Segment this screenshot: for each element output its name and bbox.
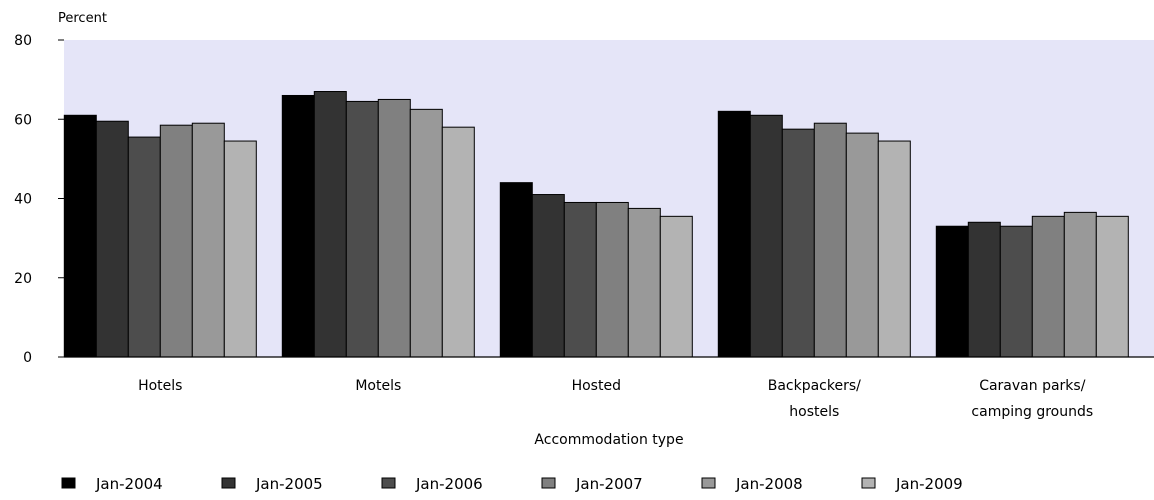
y-axis-label: Percent xyxy=(58,11,107,26)
bar-4-3 xyxy=(781,128,815,358)
axes-group: 0 20 40 60 80 xyxy=(14,33,1154,366)
bar-1-1 xyxy=(63,114,97,358)
y-tick-label: 40 xyxy=(14,192,32,208)
category-label: Backpackers/ xyxy=(768,378,861,394)
bar-2-2 xyxy=(313,91,347,358)
bar-4-4 xyxy=(813,122,847,358)
legend-label: Jan-2004 xyxy=(95,475,163,493)
legend-swatch xyxy=(701,477,716,489)
legend: Jan-2004 Jan-2005 Jan-2006 Jan-2007 Jan-2008… xyxy=(61,475,963,493)
bar-3-1 xyxy=(499,182,533,358)
bars-group: Hotels Motels Hosted Backpackers/hostels Car… xyxy=(63,91,1129,420)
bar-4-5 xyxy=(845,132,879,358)
bar-1-5 xyxy=(191,122,225,358)
legend-label: Jan-2008 xyxy=(735,475,803,493)
bar-2-1 xyxy=(281,94,315,358)
bar-5-2 xyxy=(967,221,1001,358)
legend-label: Jan-2009 xyxy=(895,475,963,493)
bar-4-2 xyxy=(749,114,783,358)
bar-4-6 xyxy=(877,140,911,358)
bar-5-3 xyxy=(999,225,1033,358)
bar-2-4 xyxy=(377,98,411,358)
legend-swatch xyxy=(61,477,76,489)
y-tick-label: 80 xyxy=(14,33,32,49)
bar-3-3 xyxy=(563,201,597,358)
bar-2-5 xyxy=(409,108,443,358)
legend-swatch xyxy=(381,477,396,489)
legend-label: Jan-2005 xyxy=(255,475,323,493)
category-label: hostels xyxy=(789,404,839,420)
y-tick-label: 20 xyxy=(14,271,32,287)
legend-swatch xyxy=(221,477,236,489)
legend-label: Jan-2007 xyxy=(575,475,643,493)
category-label: Caravan parks/ xyxy=(979,378,1086,394)
x-axis-label: Accommodation type xyxy=(534,432,683,448)
legend-swatch xyxy=(861,477,876,489)
category-label: Motels xyxy=(355,378,401,394)
bar-1-3 xyxy=(127,136,161,358)
bar-3-2 xyxy=(531,194,565,358)
bar-5-4 xyxy=(1031,215,1065,358)
category-label: camping grounds xyxy=(971,404,1093,420)
bar-2-6 xyxy=(441,126,475,358)
legend-label: Jan-2006 xyxy=(415,475,483,493)
bar-5-5 xyxy=(1063,211,1097,358)
bar-4-1 xyxy=(717,110,751,358)
bar-3-5 xyxy=(627,207,661,358)
category-label: Hosted xyxy=(572,378,621,394)
bar-5-6 xyxy=(1095,215,1129,358)
y-tick-label: 60 xyxy=(14,112,32,128)
legend-swatch xyxy=(541,477,556,489)
bar-1-2 xyxy=(95,120,129,358)
bar-1-4 xyxy=(159,124,193,358)
y-tick-label: 0 xyxy=(23,350,32,366)
bar-1-6 xyxy=(223,140,257,358)
bar-5-1 xyxy=(935,225,969,358)
bar-3-6 xyxy=(659,215,693,358)
category-label: Hotels xyxy=(138,378,182,394)
bar-3-4 xyxy=(595,201,629,358)
bar-2-3 xyxy=(345,100,379,358)
